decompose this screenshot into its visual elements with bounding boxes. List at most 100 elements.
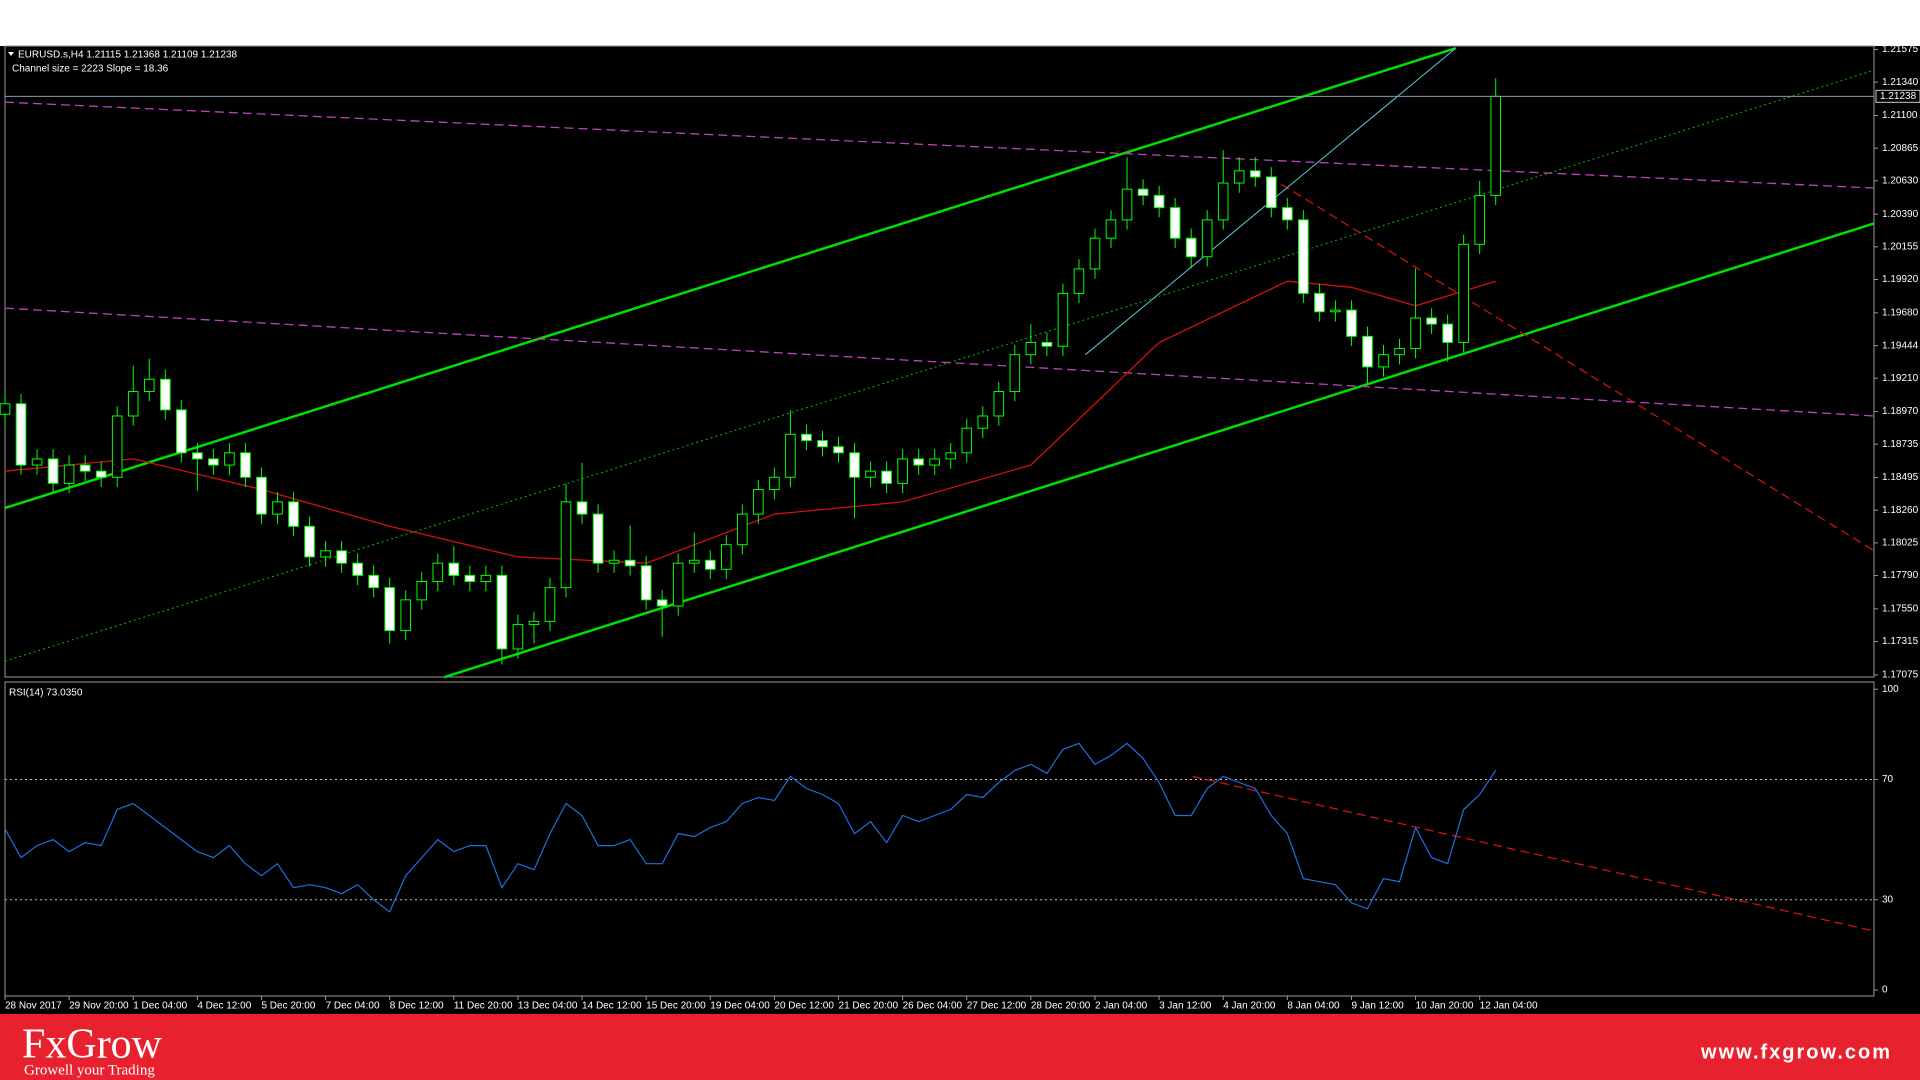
trend-line — [1192, 775, 1875, 932]
candle-body — [79, 464, 91, 472]
candle-body — [528, 620, 540, 625]
y-tick-label: 1.20865 — [1882, 143, 1919, 154]
candle-body — [1073, 268, 1085, 294]
candle-body — [977, 415, 989, 429]
y-tick-label: 1.19680 — [1882, 307, 1919, 318]
candle-body — [1265, 176, 1277, 209]
candle-body — [1137, 188, 1149, 196]
candle-body — [1410, 317, 1421, 350]
candle-body — [496, 574, 508, 650]
candle-body — [400, 599, 412, 632]
trend-line — [4, 47, 1457, 510]
x-tick-label: 8 Dec 12:00 — [390, 1001, 444, 1012]
candle-body — [640, 565, 652, 601]
candle-body — [288, 501, 299, 527]
candle-body — [256, 476, 267, 515]
x-tick-label: 27 Dec 12:00 — [967, 1001, 1027, 1012]
x-tick-label: 20 Dec 12:00 — [774, 1001, 834, 1012]
y-tick-label: 1.17315 — [1882, 636, 1919, 647]
website[interactable]: www.fxgrow.com — [1700, 1041, 1892, 1063]
candle-body — [368, 574, 379, 589]
x-tick-label: 29 Nov 20:00 — [69, 1001, 129, 1012]
x-tick-label: 14 Dec 12:00 — [582, 1001, 642, 1012]
candle-body — [336, 550, 347, 564]
x-tick-label: 4 Jan 20:00 — [1223, 1001, 1276, 1012]
candle-body — [1249, 170, 1261, 178]
last-price-label: 1.21238 — [1880, 91, 1917, 102]
candle-body — [1009, 354, 1021, 393]
candle-body — [95, 470, 107, 478]
candle-body — [352, 562, 363, 576]
candle-body — [176, 409, 187, 454]
candle-body — [1089, 237, 1101, 270]
candle-body — [608, 559, 620, 564]
y-tick-label: 1.17075 — [1882, 670, 1919, 681]
candle-body — [721, 544, 732, 570]
x-tick-label: 19 Dec 04:00 — [710, 1001, 770, 1012]
candle-body — [769, 476, 780, 491]
y-tick-label: 1.18735 — [1882, 439, 1919, 450]
candle-body — [1282, 207, 1293, 221]
candle-body — [512, 623, 524, 650]
x-tick-label: 15 Dec 20:00 — [646, 1001, 706, 1012]
candle-body — [1490, 95, 1502, 196]
trend-line — [4, 69, 1875, 662]
candle-body — [817, 440, 828, 448]
y-tick-label: 1.17550 — [1882, 604, 1919, 615]
candle-body — [1217, 182, 1229, 221]
x-tick-label: 8 Jan 04:00 — [1287, 1001, 1340, 1012]
candle-body — [320, 550, 331, 558]
x-tick-label: 28 Nov 2017 — [5, 1001, 62, 1012]
x-tick-label: 28 Dec 20:00 — [1031, 1001, 1091, 1012]
trend-line — [4, 307, 1875, 417]
candle-body — [159, 378, 171, 411]
y-tick-label: 1.19920 — [1882, 274, 1919, 285]
candle-body — [1185, 237, 1197, 258]
logo: FxGrow — [22, 1022, 163, 1068]
candle-body — [849, 452, 860, 478]
candle-body — [1233, 170, 1245, 184]
candle-body — [913, 458, 924, 466]
candle-body — [208, 458, 219, 466]
candle-body — [961, 427, 973, 454]
candle-body — [240, 452, 251, 478]
moving-average — [4, 280, 1496, 564]
candle-body — [1298, 219, 1309, 294]
candle-body — [945, 452, 957, 460]
trend-line — [4, 101, 1875, 189]
candle-body — [688, 559, 700, 564]
candle-body — [865, 470, 876, 478]
candle-body — [15, 403, 27, 466]
candle-body — [192, 452, 203, 460]
candle-body — [881, 470, 892, 484]
y-tick-label: 1.18495 — [1882, 472, 1919, 483]
candle-body — [656, 599, 668, 607]
candle-body — [47, 458, 59, 484]
candle-body — [1394, 348, 1405, 356]
candle-body — [272, 501, 283, 515]
rsi-line — [4, 742, 1497, 913]
candle-body — [143, 378, 155, 393]
candle-body — [448, 562, 460, 576]
candle-body — [416, 581, 428, 601]
y-tick-label: 1.17790 — [1882, 570, 1919, 581]
candle-body — [1362, 335, 1373, 368]
x-tick-label: 10 Jan 20:00 — [1416, 1001, 1474, 1012]
y-tick-label: 1.20390 — [1882, 209, 1919, 220]
x-tick-label: 26 Dec 04:00 — [903, 1001, 963, 1012]
candle-body — [432, 562, 444, 583]
candle-body — [384, 587, 396, 632]
y-tick-label: 100 — [1882, 684, 1899, 695]
candle-body — [1314, 292, 1325, 313]
trend-line — [1269, 176, 1875, 552]
candle-body — [111, 415, 123, 478]
candle-body — [576, 501, 588, 515]
candle-body — [1041, 341, 1053, 347]
candle-body — [560, 501, 572, 589]
menu-arrow[interactable] — [8, 52, 14, 56]
y-tick-label: 30 — [1882, 894, 1894, 905]
candle-body — [31, 458, 43, 466]
candle-body — [224, 452, 235, 466]
x-tick-label: 21 Dec 20:00 — [839, 1001, 899, 1012]
chart-background — [0, 46, 1920, 1014]
